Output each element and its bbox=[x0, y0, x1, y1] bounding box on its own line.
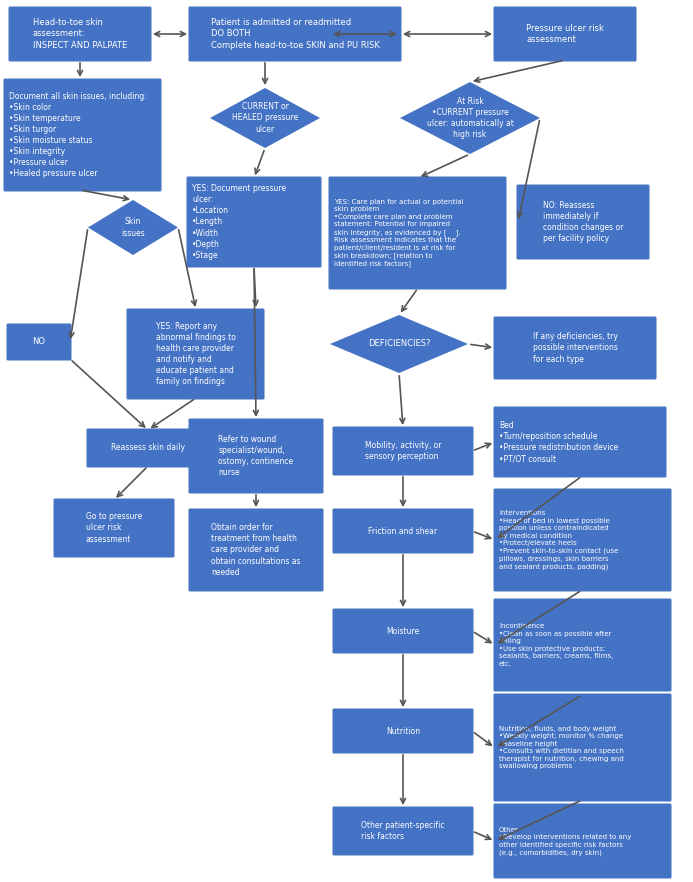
Text: YES: Document pressure
ulcer:
•Location
•Length
•Width
•Depth
•Stage: YES: Document pressure ulcer: •Location … bbox=[192, 184, 286, 260]
FancyBboxPatch shape bbox=[8, 6, 152, 62]
Text: Pressure ulcer risk
assessment: Pressure ulcer risk assessment bbox=[526, 24, 604, 44]
FancyBboxPatch shape bbox=[87, 429, 209, 467]
Text: Go to pressure
ulcer risk
assessment: Go to pressure ulcer risk assessment bbox=[86, 512, 142, 543]
FancyBboxPatch shape bbox=[6, 324, 71, 361]
Polygon shape bbox=[400, 82, 540, 154]
Text: CURRENT or
HEALED pressure
ulcer: CURRENT or HEALED pressure ulcer bbox=[232, 102, 298, 133]
Text: Other patient-specific
risk factors: Other patient-specific risk factors bbox=[361, 821, 445, 841]
Text: YES: Report any
abnormal findings to
health care provider
and notify and
educate: YES: Report any abnormal findings to hea… bbox=[155, 322, 236, 386]
FancyBboxPatch shape bbox=[53, 498, 175, 557]
Text: NO: Reassess
immediately if
condition changes or
per facility policy: NO: Reassess immediately if condition ch… bbox=[543, 201, 623, 243]
FancyBboxPatch shape bbox=[493, 489, 672, 592]
Text: Interventions
•Head of bed in lowest possible
position unless contraindicated
by: Interventions •Head of bed in lowest pos… bbox=[499, 511, 618, 570]
Text: Refer to wound
specialist/wound,
ostomy, continence
nurse: Refer to wound specialist/wound, ostomy,… bbox=[218, 435, 294, 477]
Polygon shape bbox=[210, 88, 320, 148]
FancyBboxPatch shape bbox=[333, 806, 473, 856]
Text: Bed
•Turn/reposition schedule
•Pressure redistribution device
•PT/OT consult: Bed •Turn/reposition schedule •Pressure … bbox=[499, 421, 618, 463]
FancyBboxPatch shape bbox=[333, 509, 473, 554]
Text: DEFICIENCIES?: DEFICIENCIES? bbox=[368, 340, 430, 348]
FancyBboxPatch shape bbox=[186, 176, 322, 267]
Text: Friction and shear: Friction and shear bbox=[369, 527, 437, 535]
Text: Incontinence
•Clean as soon as possible after
soiling
•Use skin protective produ: Incontinence •Clean as soon as possible … bbox=[499, 624, 613, 667]
Text: Nutrition, fluids, and body weight
•Weekly weight; monitor % change
•Baseline he: Nutrition, fluids, and body weight •Week… bbox=[499, 726, 624, 769]
FancyBboxPatch shape bbox=[493, 804, 672, 878]
FancyBboxPatch shape bbox=[493, 6, 636, 62]
FancyBboxPatch shape bbox=[493, 599, 672, 691]
Text: NO: NO bbox=[33, 338, 46, 347]
Text: Other
•Develop interventions related to any
other identified specific risk facto: Other •Develop interventions related to … bbox=[499, 826, 631, 856]
Text: Obtain order for
treatment from health
care provider and
obtain consultations as: Obtain order for treatment from health c… bbox=[211, 523, 301, 577]
Text: Moisture: Moisture bbox=[387, 626, 420, 636]
FancyBboxPatch shape bbox=[188, 509, 324, 592]
FancyBboxPatch shape bbox=[3, 78, 161, 191]
Text: Patient is admitted or readmitted
DO BOTH
Complete head-to-toe SKIN and PU RISK: Patient is admitted or readmitted DO BOT… bbox=[211, 19, 380, 49]
Polygon shape bbox=[330, 315, 468, 373]
FancyBboxPatch shape bbox=[493, 693, 672, 802]
Polygon shape bbox=[88, 200, 178, 255]
Text: Head-to-toe skin
assessment:
INSPECT AND PALPATE: Head-to-toe skin assessment: INSPECT AND… bbox=[33, 19, 127, 49]
FancyBboxPatch shape bbox=[127, 309, 265, 400]
FancyBboxPatch shape bbox=[188, 418, 324, 494]
Text: Nutrition: Nutrition bbox=[386, 727, 420, 736]
FancyBboxPatch shape bbox=[328, 176, 507, 289]
Text: Mobility, activity, or
sensory perception: Mobility, activity, or sensory perceptio… bbox=[365, 441, 441, 461]
Text: Reassess skin daily: Reassess skin daily bbox=[111, 444, 185, 452]
Text: Document all skin issues, including:
•Skin color
•Skin temperature
•Skin turgor
: Document all skin issues, including: •Sk… bbox=[9, 92, 147, 178]
FancyBboxPatch shape bbox=[333, 609, 473, 654]
FancyBboxPatch shape bbox=[333, 708, 473, 753]
Text: At Risk
•CURRENT pressure
ulcer: automatically at
high risk: At Risk •CURRENT pressure ulcer: automat… bbox=[427, 97, 514, 139]
Text: YES: Care plan for actual or potential
skin problem
•Complete care plan and prob: YES: Care plan for actual or potential s… bbox=[334, 198, 464, 267]
FancyBboxPatch shape bbox=[516, 184, 649, 259]
Text: Skin
issues: Skin issues bbox=[121, 218, 145, 237]
Text: If any deficiencies, try
possible interventions
for each type: If any deficiencies, try possible interv… bbox=[532, 333, 617, 363]
FancyBboxPatch shape bbox=[493, 317, 656, 379]
FancyBboxPatch shape bbox=[333, 427, 473, 475]
FancyBboxPatch shape bbox=[493, 407, 667, 477]
FancyBboxPatch shape bbox=[188, 6, 401, 62]
